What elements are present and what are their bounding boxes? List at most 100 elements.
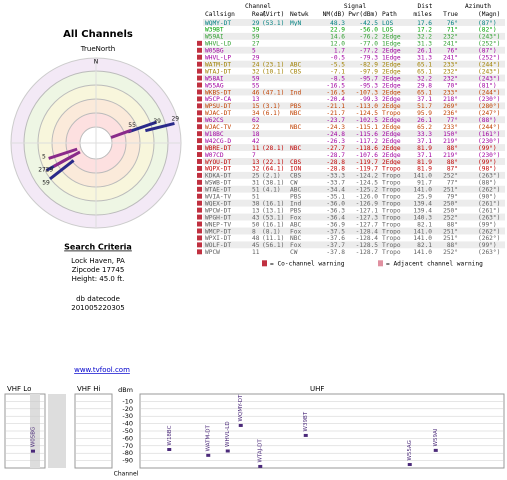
signal-label: 39 xyxy=(153,118,161,125)
cell: -33.3 xyxy=(326,173,345,180)
cell: 27 xyxy=(252,41,260,48)
cell: 2Edge xyxy=(382,48,401,55)
row-marker xyxy=(197,200,202,206)
row-bg xyxy=(203,213,505,221)
cell: CW xyxy=(290,180,298,187)
row-bg xyxy=(203,248,505,256)
site-link[interactable]: www.tvfool.com xyxy=(74,366,130,374)
cell: 37.1 xyxy=(417,152,432,159)
group-header: Signal xyxy=(344,3,367,10)
cell: -95.3 xyxy=(359,82,378,89)
cell: 65.2 xyxy=(417,124,432,131)
cell: W07CD xyxy=(205,152,224,159)
cell: CBS xyxy=(290,173,301,180)
cell: 65.1 xyxy=(417,61,432,68)
cell: 32.2 xyxy=(417,75,432,82)
cell: -128.5 xyxy=(356,242,379,249)
north-label: TrueNorth xyxy=(80,45,115,53)
row-bg xyxy=(203,144,505,152)
column-header: Pwr(dBm) xyxy=(348,11,378,18)
cell: 31.3 xyxy=(417,41,432,48)
cell: 88° xyxy=(447,241,458,249)
cell: -126.0 xyxy=(356,194,379,201)
cell: (82°) xyxy=(478,26,497,34)
cell: PBS xyxy=(290,207,301,214)
bar-label: W55AG xyxy=(407,440,413,460)
cell: WPXI-DT xyxy=(205,235,231,242)
cell: Tropo xyxy=(382,242,401,249)
cell: WJAC-DT xyxy=(205,110,231,117)
bar-label: WATM-DT xyxy=(206,425,212,452)
cell: 1.7 xyxy=(334,48,345,55)
cell: -26.3 xyxy=(326,138,345,145)
cell: (230°) xyxy=(478,151,500,159)
cell: Tropo xyxy=(382,173,401,180)
cell: 43 xyxy=(252,214,260,221)
cell: (47.1) xyxy=(262,89,284,96)
cell: WTAJ-DT xyxy=(205,68,231,75)
cell: -97.9 xyxy=(359,68,378,75)
row-bg xyxy=(203,220,505,228)
cell: 141.0 xyxy=(413,235,432,242)
row-marker xyxy=(197,235,202,241)
row-bg xyxy=(203,192,505,200)
bar-label: W05BG xyxy=(31,427,37,447)
cell: (280°) xyxy=(478,102,500,110)
row-bg xyxy=(203,206,505,214)
cell: 2Edge xyxy=(382,152,401,159)
row-marker xyxy=(197,242,202,248)
cell: (87°) xyxy=(478,19,497,27)
cell: 51.7 xyxy=(417,103,432,110)
cell: 233° xyxy=(443,60,458,68)
cell: -27.7 xyxy=(326,145,345,152)
cell: W62CS xyxy=(205,117,224,124)
cell: (64.1) xyxy=(262,166,284,173)
signal-label: 59 xyxy=(42,180,50,187)
bar-label: W59AI xyxy=(433,428,439,446)
signal-label: 5 xyxy=(42,153,46,160)
cell: -7.1 xyxy=(330,68,345,75)
cell: NBC xyxy=(290,235,301,242)
cell: 81.9 xyxy=(417,159,432,166)
cell: 250° xyxy=(443,199,458,207)
bar-label: WTAJ-DT xyxy=(258,439,264,463)
cell: 2Edge xyxy=(382,75,401,82)
cell: 13 xyxy=(252,159,260,166)
row-marker xyxy=(197,165,202,171)
cell: WPCW-DT xyxy=(205,207,231,214)
cell: 71° xyxy=(447,26,458,34)
cell: 34 xyxy=(252,110,260,117)
cell: 11 xyxy=(252,145,260,152)
group-header: Dist xyxy=(418,3,433,10)
row-marker xyxy=(197,96,202,102)
cell: -0.5 xyxy=(330,55,345,62)
cell: Ind xyxy=(290,89,301,96)
cell: 50 xyxy=(252,221,260,228)
cell: (261°) xyxy=(478,199,500,207)
cell: -37.7 xyxy=(326,242,345,249)
cell: -127.1 xyxy=(356,207,379,214)
cell: -21.1 xyxy=(326,103,345,110)
cell: -99.3 xyxy=(359,96,378,103)
row-bg xyxy=(203,178,505,186)
row-marker xyxy=(197,145,202,151)
row-bg xyxy=(203,185,505,193)
cell: 13 xyxy=(252,207,260,214)
cell: 219° xyxy=(443,151,458,159)
cell: -119.7 xyxy=(356,159,379,166)
cell: 81.9 xyxy=(417,145,432,152)
legend-swatch xyxy=(262,260,267,267)
cell: WQMY-DT xyxy=(205,20,231,27)
cell: 55 xyxy=(252,82,260,89)
cell: (263°) xyxy=(478,172,500,180)
search-title: Search Criteria xyxy=(64,243,132,252)
cell: W55AG xyxy=(205,82,224,89)
cell: Ind xyxy=(290,200,301,207)
cell: (230°) xyxy=(478,95,500,103)
cell: 1Edge xyxy=(382,55,401,62)
cell: 29 xyxy=(252,55,260,62)
cell: 70° xyxy=(447,81,458,89)
cell: 269° xyxy=(443,102,458,110)
cell: (263°) xyxy=(478,248,500,256)
y-tick-label: -20 xyxy=(122,405,133,413)
